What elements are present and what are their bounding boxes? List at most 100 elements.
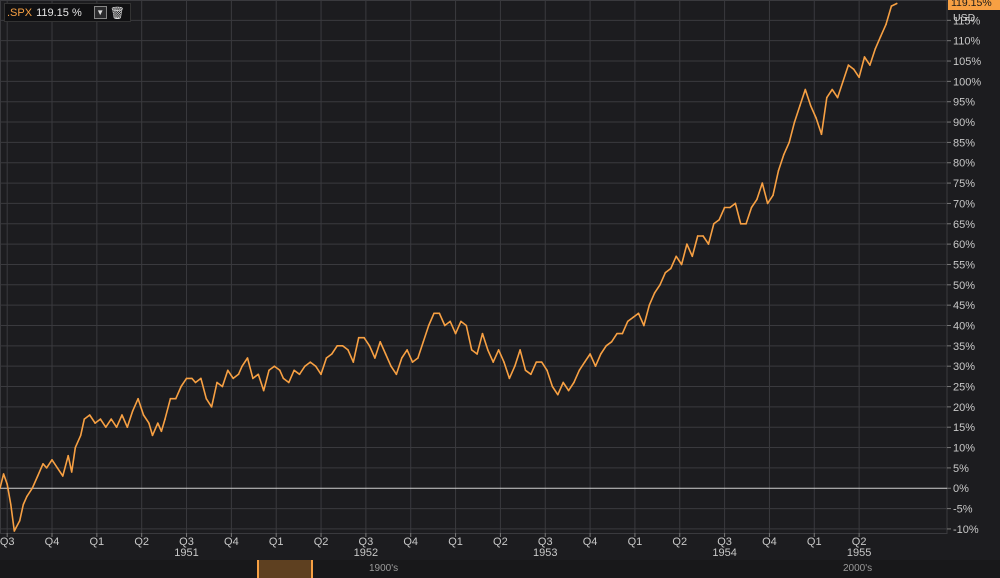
series-point <box>427 324 430 327</box>
series-point <box>497 349 500 351</box>
x-tick-label: Q2 <box>852 536 867 548</box>
series-point <box>2 473 5 475</box>
series-point <box>137 397 139 400</box>
series-point <box>669 267 672 270</box>
series-point <box>151 434 154 437</box>
y-tick-label: 90% <box>953 117 975 129</box>
y-tick-label: 45% <box>953 300 975 312</box>
series-point <box>626 320 629 323</box>
series-point <box>535 361 538 363</box>
trash-icon[interactable]: 🗑 <box>109 5 125 20</box>
x-tick-label: Q3 <box>179 536 194 548</box>
series-point <box>739 222 742 225</box>
series-point <box>241 365 243 367</box>
series-point <box>470 349 473 351</box>
series-point <box>513 365 516 367</box>
series-point <box>895 2 898 5</box>
series-point <box>331 353 333 355</box>
series-point <box>788 141 790 144</box>
series-point <box>648 304 651 306</box>
navigator-label-2000s: 2000's <box>843 563 873 574</box>
series-point <box>22 503 25 506</box>
series-point <box>707 243 710 245</box>
x-tick-label: Q4 <box>224 536 239 548</box>
y-tick-label: -10% <box>953 524 979 536</box>
series-point <box>680 263 683 266</box>
x-tick-label: Q1 <box>628 536 643 548</box>
series-point <box>400 357 403 359</box>
series-point <box>616 332 618 335</box>
series-point <box>691 255 694 258</box>
series-point <box>551 385 554 388</box>
series-point <box>793 121 796 123</box>
series-point <box>157 422 159 424</box>
series-point <box>246 357 249 359</box>
y-tick-label: 25% <box>953 382 975 394</box>
series-point <box>252 377 254 380</box>
y-tick-label: 65% <box>953 219 975 231</box>
series-point <box>610 340 613 343</box>
series-point <box>723 206 726 209</box>
series-point <box>105 426 107 429</box>
series-point <box>216 381 218 384</box>
series-point <box>438 312 441 315</box>
series-point <box>858 76 860 79</box>
series-point <box>257 373 260 376</box>
series-point <box>148 422 150 424</box>
series-point <box>869 64 871 66</box>
series-point <box>205 397 208 400</box>
y-tick-label: 30% <box>953 361 975 373</box>
series-point <box>756 198 758 201</box>
series-point <box>164 418 166 420</box>
navigator-window-handle[interactable] <box>257 560 313 578</box>
series-point <box>18 519 21 522</box>
series-point <box>185 377 188 380</box>
y-tick-label: 105% <box>953 56 981 68</box>
series-point <box>718 218 721 221</box>
series-point <box>314 365 317 367</box>
series-point <box>325 357 328 359</box>
series-point <box>713 222 715 225</box>
series-point <box>368 345 371 347</box>
series-point <box>278 369 281 372</box>
x-tick-label: Q1 <box>90 536 105 548</box>
series-point <box>454 332 457 335</box>
series-point <box>745 222 747 225</box>
series-point <box>31 487 34 490</box>
y-tick-label: 100% <box>953 76 981 88</box>
series-point <box>890 5 893 7</box>
y-tick-label: 55% <box>953 259 975 271</box>
series-point <box>169 397 172 400</box>
series-point <box>487 349 489 351</box>
series-point <box>336 345 338 347</box>
y-tick-label: 0% <box>953 483 969 495</box>
series-point <box>320 373 322 376</box>
x-tick-label: Q2 <box>134 536 149 548</box>
series-point <box>460 320 462 323</box>
series-point <box>481 332 484 335</box>
series-point <box>556 393 559 396</box>
series-point <box>56 467 59 469</box>
series-point <box>61 475 64 477</box>
series-point <box>194 381 197 384</box>
series-point <box>729 206 731 209</box>
series-point <box>411 361 414 363</box>
series-point <box>583 361 586 363</box>
chevron-down-icon[interactable]: ▼ <box>93 6 107 19</box>
navigator-label-1900s: 1900's <box>369 563 399 574</box>
x-tick-label: Q3 <box>538 536 553 548</box>
x-year-label: 1953 <box>533 547 557 559</box>
series-point <box>121 414 123 416</box>
x-tick-label: Q4 <box>45 536 60 548</box>
series-point <box>45 467 48 469</box>
grid-layer <box>0 0 948 534</box>
y-axis-ticks: -10% -5% 0% 5% 10% 15% 20% 25% 30% 35% 40% 45% 50% 55… <box>947 15 981 536</box>
series-point <box>589 353 591 355</box>
time-navigator[interactable] <box>0 560 1000 578</box>
series-point <box>632 316 634 319</box>
series-point <box>761 182 764 184</box>
series-point <box>750 206 753 209</box>
series-point <box>524 369 527 372</box>
series-point <box>232 377 234 380</box>
